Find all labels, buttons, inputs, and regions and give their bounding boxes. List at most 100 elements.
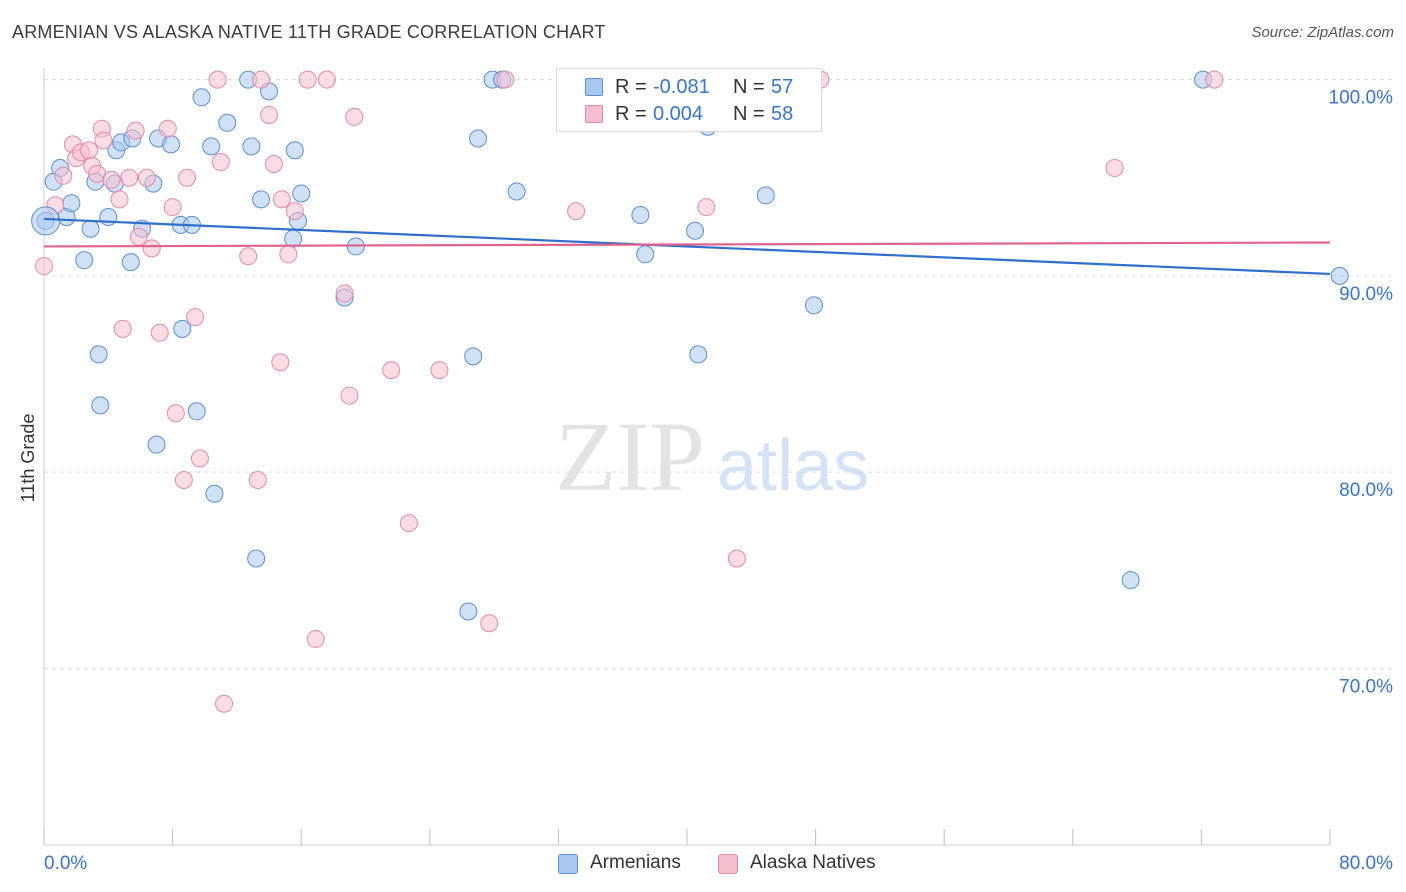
- alaska-native-point: [208, 70, 227, 89]
- alaska-native-point: [94, 131, 113, 150]
- alaska-native-point: [1105, 158, 1124, 177]
- armenian-point: [469, 129, 488, 148]
- alaska-native-point: [306, 629, 325, 648]
- alaska-native-point: [1205, 70, 1224, 89]
- armenian-point: [121, 253, 140, 272]
- alaska-native-point: [113, 319, 132, 338]
- alaska-native-point: [248, 470, 267, 489]
- alaska-native-point: [102, 170, 121, 189]
- x-tick-label: 0.0%: [44, 853, 87, 874]
- alaska-native-point: [174, 470, 193, 489]
- n-label: N =: [733, 103, 765, 125]
- watermark: ZIP atlas: [555, 401, 869, 512]
- armenian-point: [161, 135, 180, 154]
- armenian-point: [756, 186, 775, 205]
- alaska-native-point: [399, 514, 418, 533]
- y-tick-label: 100.0%: [1329, 88, 1394, 109]
- armenian-point: [31, 206, 61, 236]
- armenian-point: [89, 345, 108, 364]
- r-value: -0.081: [653, 76, 710, 98]
- armenian-point: [459, 602, 478, 621]
- armenian-point: [75, 251, 94, 270]
- alaska-native-point: [239, 247, 258, 266]
- alaska-native-point: [215, 694, 234, 713]
- data-points: [31, 70, 1349, 713]
- alaska-native-point: [166, 404, 185, 423]
- armenian-point: [686, 221, 705, 240]
- stats-row-alaska-natives: R = 0.004 N = 58: [557, 101, 821, 127]
- armenian-point: [187, 402, 206, 421]
- alaska-native-point: [279, 245, 298, 264]
- armenian-point: [507, 182, 526, 201]
- watermark-zip: ZIP: [555, 401, 705, 512]
- alaska-native-point: [480, 614, 499, 633]
- alaska-native-point: [54, 166, 73, 185]
- chart-legend: Armenians Alaska Natives: [0, 852, 1406, 878]
- armenians-trend-line: [43, 217, 1331, 276]
- alaska-native-point: [727, 549, 746, 568]
- source-label: Source: ZipAtlas.com: [1251, 24, 1394, 41]
- grid-lines: [44, 79, 1392, 669]
- alaska-native-point: [129, 227, 148, 246]
- trend-lines: [43, 217, 1331, 276]
- y-tick-label: 80.0%: [1339, 480, 1393, 501]
- alaska-native-point: [211, 153, 230, 172]
- n-value: 57: [771, 76, 794, 98]
- alaska-native-point: [137, 168, 156, 187]
- alaska-native-point: [190, 449, 209, 468]
- r-value: 0.004: [653, 103, 704, 125]
- alaska-native-point: [142, 239, 161, 258]
- alaska-native-point: [252, 70, 271, 89]
- armenian-point: [205, 484, 224, 503]
- alaska-natives-swatch-icon: [585, 105, 603, 123]
- alaska-native-point: [150, 323, 169, 342]
- armenian-point: [218, 113, 237, 132]
- armenian-point: [247, 549, 266, 568]
- armenian-point: [202, 137, 221, 156]
- alaska-native-point: [382, 361, 401, 380]
- armenian-point: [464, 347, 483, 366]
- alaska-native-point: [158, 119, 177, 138]
- alaska-native-point: [35, 257, 53, 276]
- chart-title: ARMENIAN VS ALASKA NATIVE 11TH GRADE COR…: [12, 22, 606, 42]
- alaska-native-point: [496, 70, 515, 89]
- axes: [43, 68, 1331, 846]
- armenian-point: [284, 229, 303, 248]
- alaska-native-point: [260, 105, 279, 124]
- alaska-native-point: [285, 202, 304, 221]
- alaska-native-point: [697, 198, 716, 217]
- armenian-point: [1121, 571, 1140, 590]
- alaska-native-point: [298, 70, 317, 89]
- alaska-natives-trend-line: [43, 241, 1331, 248]
- alaska-native-point: [345, 107, 364, 126]
- y-tick-label: 90.0%: [1339, 284, 1393, 305]
- armenian-point: [631, 206, 650, 225]
- armenian-point: [285, 141, 304, 160]
- armenian-point: [252, 190, 271, 209]
- alaska-native-point: [567, 202, 586, 221]
- stats-box: R = -0.081 N = 57 R = 0.004 N = 58: [556, 68, 822, 132]
- armenian-point: [1330, 266, 1349, 285]
- armenian-point: [804, 296, 823, 315]
- x-tick-label: 80.0%: [1339, 853, 1393, 874]
- armenian-point: [173, 319, 192, 338]
- alaska-native-point: [317, 70, 336, 89]
- armenian-point: [147, 435, 166, 454]
- alaska-native-point: [264, 155, 283, 174]
- armenian-point: [292, 184, 311, 203]
- armenians-swatch-icon: [585, 78, 603, 96]
- armenian-point: [81, 219, 100, 238]
- y-tick-label: 70.0%: [1339, 676, 1393, 697]
- alaska-native-point: [126, 121, 145, 140]
- alaska-native-point: [335, 284, 354, 303]
- axis-labels: 70.0% 80.0% 90.0% 100.0% 0.0% 80.0% 11th Grade: [18, 88, 1393, 874]
- alaska-native-point: [272, 190, 291, 209]
- legend-label-armenians: Armenians: [590, 852, 681, 873]
- armenian-point: [689, 345, 708, 364]
- alaska-native-point: [120, 168, 139, 187]
- alaska-native-point: [80, 141, 99, 160]
- alaska-native-point: [430, 361, 449, 380]
- alaska-native-point: [163, 198, 182, 217]
- r-label: R =: [615, 76, 647, 98]
